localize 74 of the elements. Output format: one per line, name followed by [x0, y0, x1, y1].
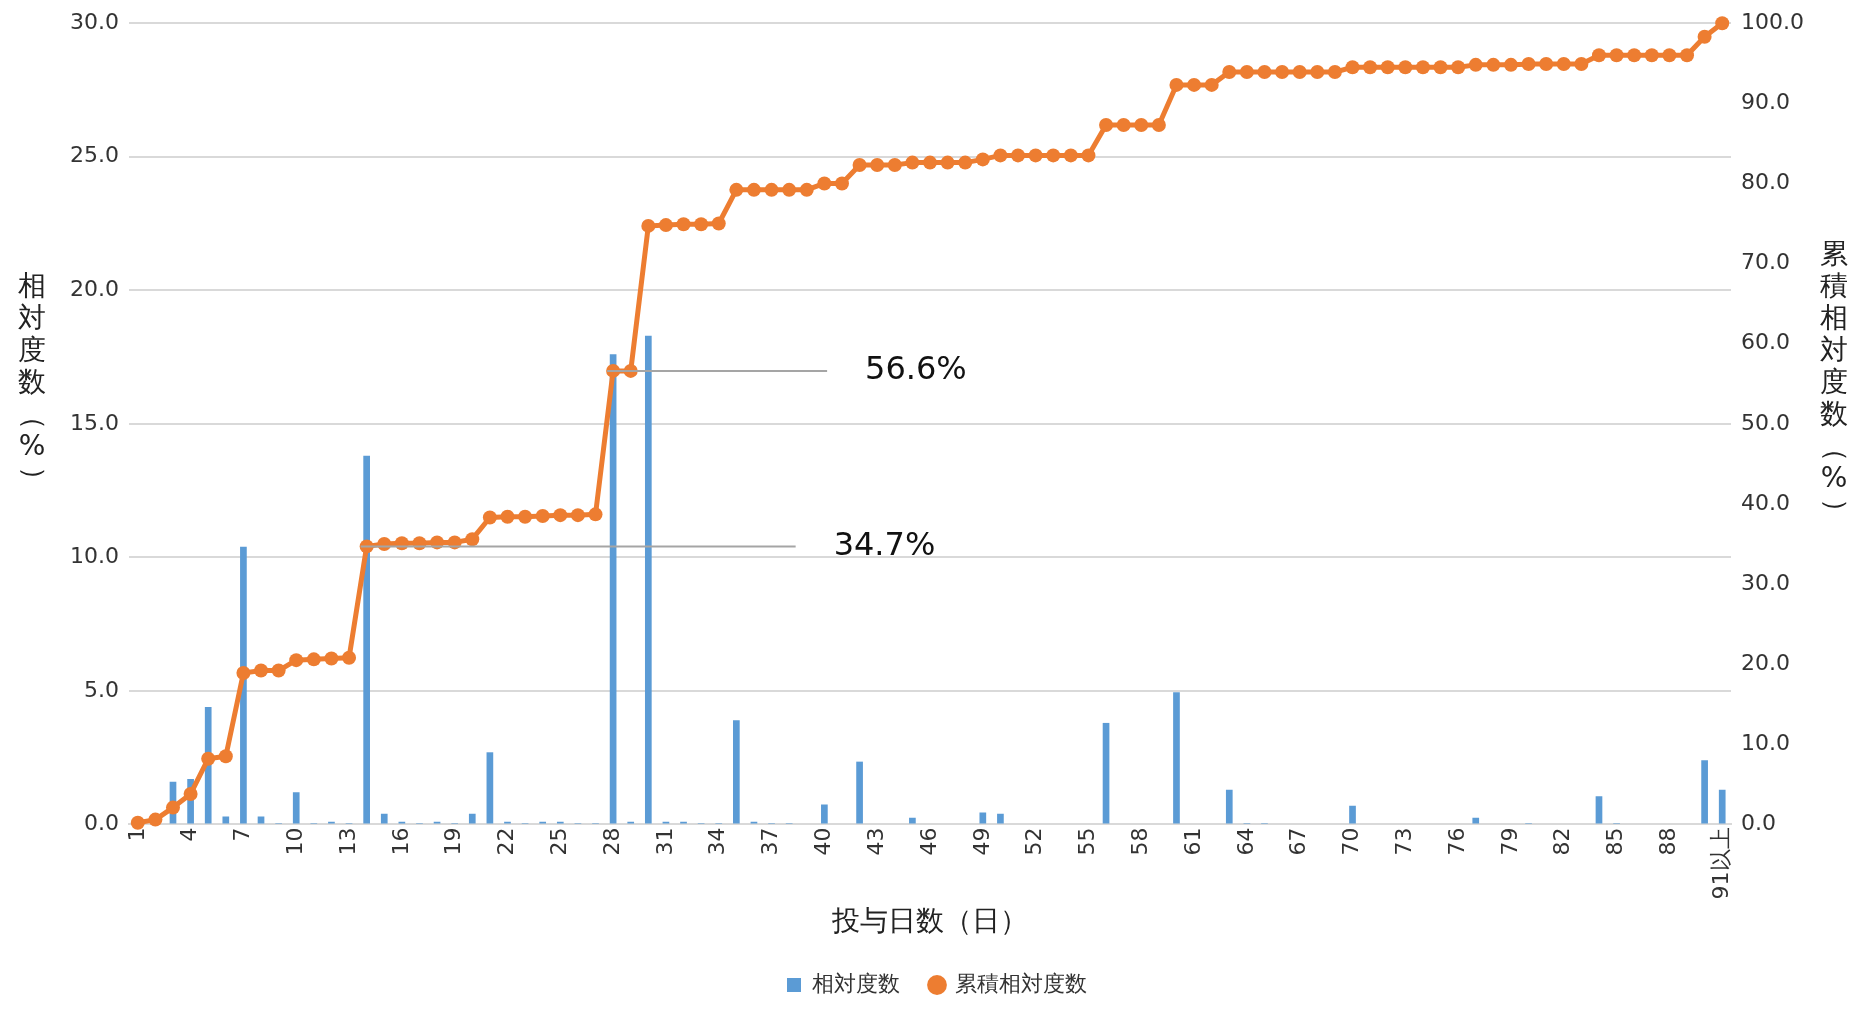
- x-tick-label: 7: [229, 827, 255, 842]
- y-axis-title: 相対度数（%）: [17, 269, 51, 494]
- x-tick-label: 55: [1074, 827, 1100, 856]
- y-tick-label: 10.0: [70, 543, 119, 569]
- bar: [821, 804, 828, 824]
- y-tick-label: 25.0: [70, 142, 119, 168]
- x-tick-label: 73: [1391, 827, 1417, 856]
- x-tick-label: 13: [334, 827, 360, 856]
- y2-tick-label: 80.0: [1741, 169, 1790, 195]
- y2-tick-label: 20.0: [1741, 649, 1790, 675]
- x-tick-label: 31: [651, 827, 677, 856]
- bar: [733, 720, 740, 824]
- x-axis-title: 投与日数（日）: [831, 904, 1028, 938]
- x-tick-label: 28: [598, 827, 624, 856]
- x-tick-label: 76: [1443, 827, 1469, 856]
- y2-tick-label: 40.0: [1741, 489, 1790, 515]
- bar: [1225, 789, 1233, 824]
- ref-line-label: 56.6%: [865, 349, 967, 388]
- bar: [1701, 760, 1708, 824]
- legend-label: 相対度数: [812, 970, 900, 996]
- x-tick-label: 52: [1021, 827, 1047, 856]
- bar: [909, 817, 916, 824]
- x-tick-label: 82: [1549, 827, 1575, 856]
- x-tick-label: 49: [968, 827, 994, 856]
- x-tick-label: 34: [704, 827, 730, 856]
- x-tick-label: 79: [1496, 827, 1522, 856]
- x-tick-label: 22: [493, 827, 519, 856]
- x-tick-label: 61: [1179, 827, 1205, 856]
- x-tick-label: 58: [1126, 827, 1152, 856]
- x-tick-label: 70: [1338, 827, 1364, 856]
- y2-tick-label: 90.0: [1741, 89, 1790, 115]
- x-tick-label: 46: [915, 827, 941, 856]
- bar: [979, 812, 987, 824]
- y-tick-label: 30.0: [70, 8, 119, 34]
- bar: [644, 335, 652, 824]
- y2-tick-label: 30.0: [1741, 569, 1790, 595]
- x-tick-label: 91以上: [1707, 827, 1733, 900]
- bar: [856, 761, 863, 824]
- y-tick-label: 20.0: [70, 275, 119, 301]
- x-tick-label: 64: [1232, 827, 1258, 856]
- y2-tick-label: 70.0: [1741, 249, 1790, 275]
- y2-tick-label: 50.0: [1741, 409, 1790, 435]
- y-tick-label: 5.0: [83, 676, 119, 702]
- x-tick-label: 37: [757, 827, 783, 856]
- y-tick-label: 0.0: [83, 810, 119, 836]
- x-tick-label: 67: [1285, 827, 1311, 856]
- bar: [1718, 789, 1726, 824]
- bar: [1349, 805, 1356, 824]
- x-tick-label: 1: [123, 827, 149, 842]
- x-tick-label: 40: [810, 827, 836, 856]
- bar: [1595, 796, 1603, 824]
- text: 累積相対度数（%）: [1819, 237, 1853, 526]
- legend-label: 累積相対度数: [955, 970, 1087, 996]
- bar: [1173, 692, 1180, 824]
- y2-tick-label: 10.0: [1741, 730, 1790, 755]
- y2-tick-label: 100.0: [1741, 8, 1804, 34]
- x-tick-label: 25: [546, 827, 572, 856]
- x-tick-label: 4: [176, 827, 202, 842]
- y-tick-label: 15.0: [70, 409, 119, 435]
- x-tick-label: 43: [862, 827, 888, 856]
- x-tick-label: 16: [387, 827, 413, 856]
- y2-tick-label: 60.0: [1741, 329, 1790, 355]
- ref-line-label: 34.7%: [833, 524, 936, 563]
- bar: [222, 816, 230, 824]
- bar: [380, 813, 388, 824]
- x-tick-label: 10: [281, 827, 307, 856]
- y2-tick-label: 0.0: [1741, 810, 1777, 836]
- bar: [468, 813, 476, 824]
- bar: [997, 813, 1004, 824]
- x-tick-label: 19: [440, 827, 466, 856]
- bar: [1472, 817, 1480, 824]
- x-tick-label: 85: [1602, 827, 1628, 856]
- x-tick-label: 88: [1655, 827, 1681, 856]
- bar: [292, 792, 300, 824]
